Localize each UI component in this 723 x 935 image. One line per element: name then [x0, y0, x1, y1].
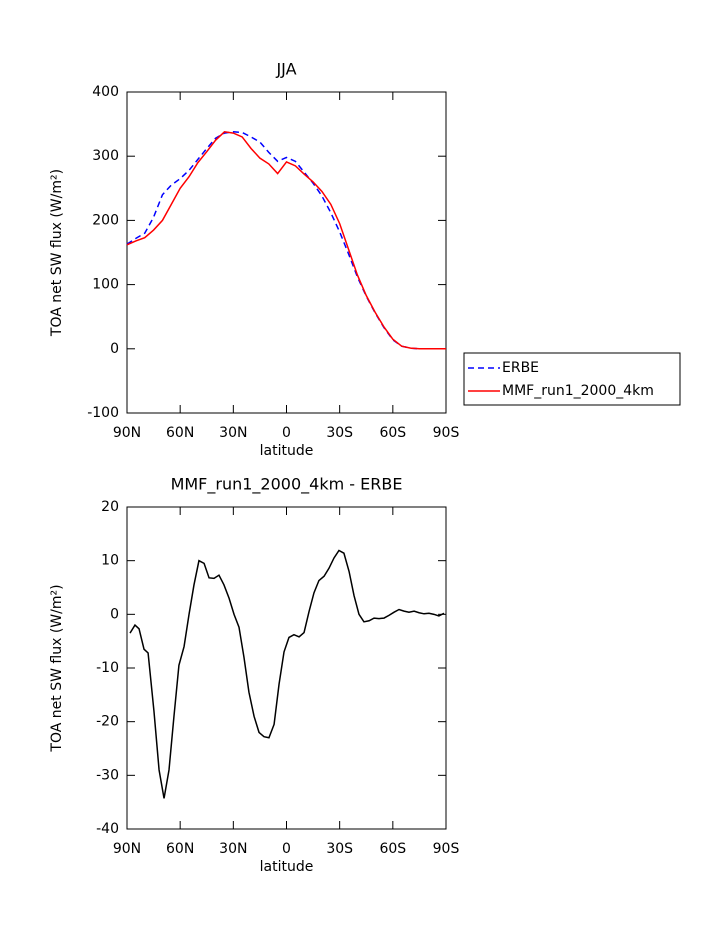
y-tick-label: 300 — [92, 148, 119, 164]
y-tick-label: 10 — [101, 553, 119, 569]
x-tick-label: 90S — [433, 425, 460, 441]
legend-box — [463, 352, 681, 406]
y-tick-label: 200 — [92, 212, 119, 228]
x-tick-label: 60N — [166, 841, 194, 857]
x-tick-label: 30S — [326, 425, 353, 441]
y-tick-label: 0 — [110, 606, 119, 622]
x-axis-label: latitude — [260, 859, 314, 875]
y-tick-label: 20 — [101, 499, 119, 515]
plot-frame — [126, 91, 447, 414]
y-tick-label: -20 — [96, 714, 119, 730]
x-axis-label: latitude — [260, 443, 314, 459]
x-tick-label: 60N — [166, 425, 194, 441]
y-axis-label: TOA net SW flux (W/m²) — [49, 584, 65, 752]
y-tick-label: -100 — [87, 405, 119, 421]
x-tick-label: 90N — [113, 841, 141, 857]
x-tick-label: 30N — [219, 425, 247, 441]
y-tick-label: 100 — [92, 277, 119, 293]
y-tick-label: 400 — [92, 84, 119, 100]
legend-label: MMF_run1_2000_4km — [502, 383, 654, 399]
chart-title: JJA — [275, 60, 296, 79]
data-line — [126, 131, 446, 350]
y-axis-label: TOA net SW flux (W/m²) — [49, 169, 65, 337]
y-tick-label: -10 — [96, 660, 119, 676]
y-tick-label: -40 — [96, 821, 119, 837]
x-tick-label: 30N — [219, 841, 247, 857]
y-tick-label: -30 — [96, 767, 119, 783]
x-tick-label: 90S — [433, 841, 460, 857]
x-tick-label: 30S — [326, 841, 353, 857]
chart-title: MMF_run1_2000_4km - ERBE — [171, 475, 403, 495]
data-line — [129, 549, 445, 799]
x-tick-label: 90N — [113, 425, 141, 441]
y-tick-label: 0 — [110, 341, 119, 357]
data-line — [126, 131, 446, 350]
x-tick-label: 60S — [379, 841, 406, 857]
x-tick-label: 60S — [379, 425, 406, 441]
x-tick-label: 0 — [282, 841, 291, 857]
plot-frame — [126, 506, 447, 830]
legend-label: ERBE — [502, 360, 539, 376]
x-tick-label: 0 — [282, 425, 291, 441]
